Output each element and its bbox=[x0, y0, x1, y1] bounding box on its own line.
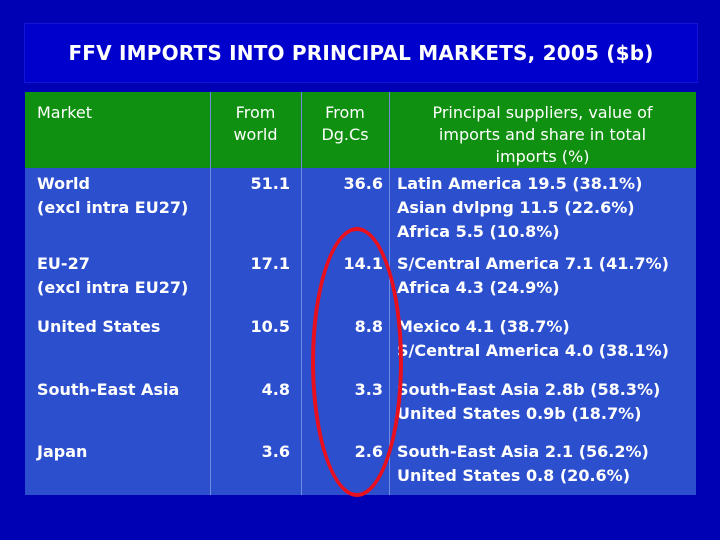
slide-title-text: FFV IMPORTS INTO PRINCIPAL MARKETS, 2005… bbox=[68, 41, 654, 65]
table-row-from-world: 4.8 bbox=[261, 380, 290, 399]
table-row-market: South-East Asia bbox=[37, 380, 180, 399]
table-row-from-dgcs: 36.6 bbox=[343, 174, 383, 193]
table-row-from-dgcs: 14.1 bbox=[343, 254, 383, 273]
table-row-from-world: 17.1 bbox=[250, 254, 290, 273]
table-row-market: EU-27 (excl intra EU27) bbox=[37, 254, 189, 297]
table-row-from-world: 51.1 bbox=[250, 174, 290, 193]
table-row-market: World (excl intra EU27) bbox=[37, 174, 189, 217]
table-row-from-world: 3.6 bbox=[261, 442, 290, 461]
header-market: Market bbox=[37, 103, 92, 122]
table-row-from-dgcs: 2.6 bbox=[354, 442, 383, 461]
column-divider bbox=[301, 92, 302, 495]
table-row-suppliers: S/Central America 7.1 (41.7%) Africa 4.3… bbox=[397, 254, 669, 297]
header-from-world: From world bbox=[233, 103, 278, 144]
header-suppliers: Principal suppliers, value of imports an… bbox=[432, 103, 653, 166]
table-row-from-world: 10.5 bbox=[250, 317, 290, 336]
table-row-suppliers: South-East Asia 2.1 (56.2%) United State… bbox=[397, 442, 649, 485]
table-row-from-dgcs: 8.8 bbox=[354, 317, 383, 336]
column-divider bbox=[389, 92, 390, 495]
table-header-row bbox=[25, 92, 696, 168]
column-divider bbox=[210, 92, 211, 495]
table-row-suppliers: South-East Asia 2.8b (58.3%) United Stat… bbox=[397, 380, 661, 423]
table-row-from-dgcs: 3.3 bbox=[354, 380, 383, 399]
table-row-market: United States bbox=[37, 317, 161, 336]
table-row-market: Japan bbox=[37, 442, 88, 461]
slide-title: FFV IMPORTS INTO PRINCIPAL MARKETS, 2005… bbox=[25, 24, 697, 82]
table-row-suppliers: Latin America 19.5 (38.1%) Asian dvlpng … bbox=[397, 174, 643, 241]
table-body bbox=[25, 168, 696, 495]
table-row-suppliers: Mexico 4.1 (38.7%) S/Central America 4.0… bbox=[397, 317, 669, 360]
imports-table: Market From world From Dg.Cs Principal s… bbox=[25, 92, 696, 495]
header-from-dgcs: From Dg.Cs bbox=[321, 103, 369, 144]
